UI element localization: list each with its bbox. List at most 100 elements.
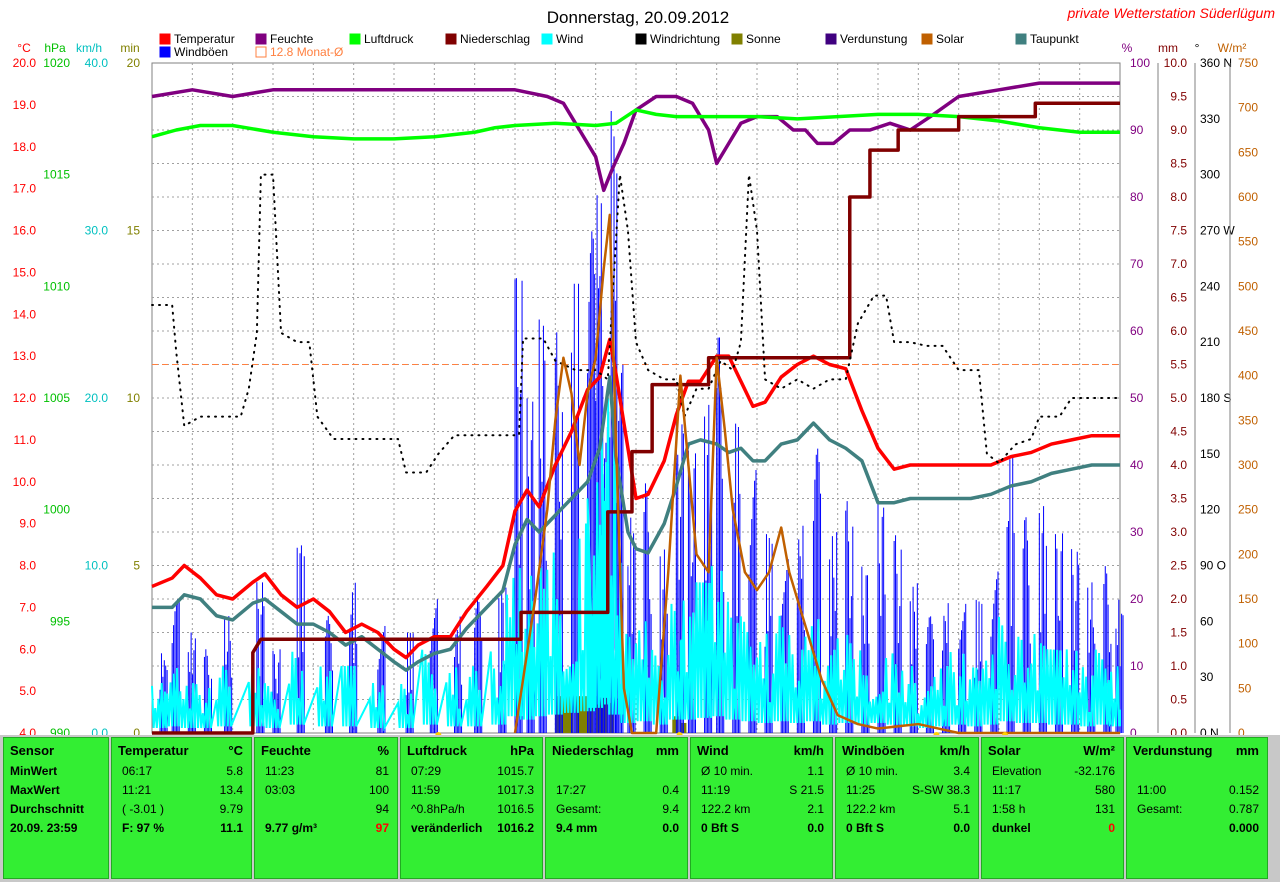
panel-cell-value: 0.152 <box>1228 783 1259 797</box>
panel-title: Luftdruck <box>407 743 467 758</box>
direction-tick-label: 120 <box>1200 503 1220 517</box>
temp-tick-label: 8.0 <box>19 559 36 573</box>
panel-row: ( -3.01 ) 9.79 <box>112 802 251 820</box>
solar-tick-label: 200 <box>1238 547 1258 561</box>
panel-row <box>546 764 687 782</box>
panel-cell-label: 122.2 km <box>846 802 896 816</box>
panel-cell-label: 11:59 <box>411 783 441 797</box>
panel-cell-label: Ø 10 min. <box>701 764 754 778</box>
panel-cell-value: 0.0 <box>953 821 970 835</box>
panel-cell-label: 20.09. 23:59 <box>10 821 78 835</box>
panel-row: 07:29 1015.7 <box>401 764 542 782</box>
solar-tick-label: 350 <box>1238 413 1258 427</box>
panel-row: ^0.8hPa/h 1016.5 <box>401 802 542 820</box>
direction-tick-label: 210 <box>1200 335 1220 349</box>
humidity-tick-label: 90 <box>1130 123 1144 137</box>
panel-row: MaxWert <box>4 783 108 801</box>
panel-row: 11:59 1017.3 <box>401 783 542 801</box>
rain-tick-label: 1.5 <box>1170 626 1187 640</box>
humidity-unit-label: % <box>1122 41 1133 55</box>
panel-cell-label: ( -3.01 ) <box>122 802 165 816</box>
pressure-tick-label: 1000 <box>43 503 70 517</box>
panel-row: 0.000 <box>1127 821 1267 839</box>
humidity-tick-label: 0 <box>1130 726 1137 735</box>
chart-legend: Temperatur Feuchte Luftdruck Niederschlag Wi… <box>159 32 1079 59</box>
panel-cell-value: 0.0 <box>662 821 679 835</box>
panel-cell-value: 0.787 <box>1228 802 1259 816</box>
temp-tick-label: 14.0 <box>13 307 37 321</box>
temp-tick-label: 18.0 <box>13 140 37 154</box>
panel-unit: °C <box>228 743 243 758</box>
legend-swatch <box>255 46 267 58</box>
panel-cell-label: Durchschnitt <box>10 802 85 816</box>
humidity-tick-label: 10 <box>1130 659 1144 673</box>
pressure-tick-label: 1015 <box>43 168 70 182</box>
direction-tick-label: 180 S <box>1200 391 1231 405</box>
legend-swatch <box>731 33 743 45</box>
panel-cell-value: 0.0 <box>807 821 824 835</box>
panel-cell-label: 11:21 <box>122 783 152 797</box>
panel-cell-label: 03:03 <box>265 783 296 797</box>
panel-row: 122.2 km 5.1 <box>836 802 978 820</box>
solar-tick-label: 650 <box>1238 145 1258 159</box>
panel-cell-value: 97 <box>375 821 389 835</box>
rain-tick-label: 4.5 <box>1170 425 1187 439</box>
chart-title: Donnerstag, 20.09.2012 <box>547 8 729 27</box>
panel-title: Sensor <box>10 743 55 758</box>
series-temperatur <box>151 337 1120 660</box>
legend-swatch <box>159 33 171 45</box>
panel-cell-label: Ø 10 min. <box>846 764 899 778</box>
panel-cell-label: 0 Bft S <box>846 821 885 835</box>
rain-tick-label: 7.5 <box>1170 224 1187 238</box>
panel-row: veränderlich 1016.2 <box>401 821 542 839</box>
legend-swatch <box>1015 33 1027 45</box>
direction-tick-label: 300 <box>1200 168 1220 182</box>
panel-cell-value: 0.4 <box>662 783 679 797</box>
legend-label: Windböen <box>174 45 228 59</box>
panel-cell-label: 11:17 <box>992 783 1022 797</box>
rain-tick-label: 2.5 <box>1170 559 1187 573</box>
panel-cell-label: 0 Bft S <box>701 821 740 835</box>
panel-title: Verdunstung <box>1133 743 1213 758</box>
panel-cell-value: 1015.7 <box>497 764 534 778</box>
panel-cell-label: F: 97 % <box>122 821 165 835</box>
panel-cell-label: veränderlich <box>411 821 483 835</box>
sun-bar <box>609 702 614 733</box>
panel-cell-label: 06:17 <box>122 764 153 778</box>
rain-tick-label: 0.5 <box>1170 693 1187 707</box>
series-windrichtung <box>151 173 1121 474</box>
panel-cell-label: 1:58 h <box>992 802 1026 816</box>
direction-unit-label: ° <box>1195 41 1200 55</box>
legend-label: Wind <box>556 32 583 46</box>
legend-label: 12.8 Monat-Ø <box>270 45 343 59</box>
legend-label: Verdunstung <box>840 32 907 46</box>
panel-row: Durchschnitt <box>4 802 108 820</box>
temp-tick-label: 4.0 <box>19 726 36 735</box>
direction-tick-label: 150 <box>1200 447 1220 461</box>
legend-swatch <box>921 33 933 45</box>
panel-cell-label: 11:19 <box>701 783 731 797</box>
solar-tick-label: 700 <box>1238 101 1258 115</box>
rain-tick-label: 9.0 <box>1170 123 1187 137</box>
solar-unit-label: W/m² <box>1218 41 1247 55</box>
rain-tick-label: 4.0 <box>1170 458 1187 472</box>
panel-cell-label: 11:25 <box>846 783 876 797</box>
direction-tick-label: 270 W <box>1200 224 1235 238</box>
solar-tick-label: 50 <box>1238 681 1252 695</box>
humidity-tick-label: 40 <box>1130 458 1144 472</box>
panel-cell-label: ^0.8hPa/h <box>411 802 465 816</box>
legend-swatch <box>635 33 647 45</box>
panel-cell-label: Gesamt: <box>556 802 602 816</box>
temp-tick-label: 15.0 <box>13 265 37 279</box>
stats-panel-6: Wind km/h Ø 10 min. 1.1 11:19 S 21.5 122.2 km 2… <box>690 737 833 879</box>
sun_min-tick-label: 5 <box>133 559 140 573</box>
panel-cell-label: dunkel <box>992 821 1031 835</box>
rain-tick-label: 8.0 <box>1170 190 1187 204</box>
panel-row: 122.2 km 2.1 <box>691 802 832 820</box>
rain-tick-label: 3.0 <box>1170 525 1187 539</box>
panel-cell-value: 11.1 <box>220 821 243 835</box>
sun_min-tick-label: 10 <box>127 391 141 405</box>
sun_min-tick-label: 20 <box>127 56 141 70</box>
panel-unit: mm <box>1235 743 1259 758</box>
panel-row: 0 Bft S 0.0 <box>691 821 832 839</box>
